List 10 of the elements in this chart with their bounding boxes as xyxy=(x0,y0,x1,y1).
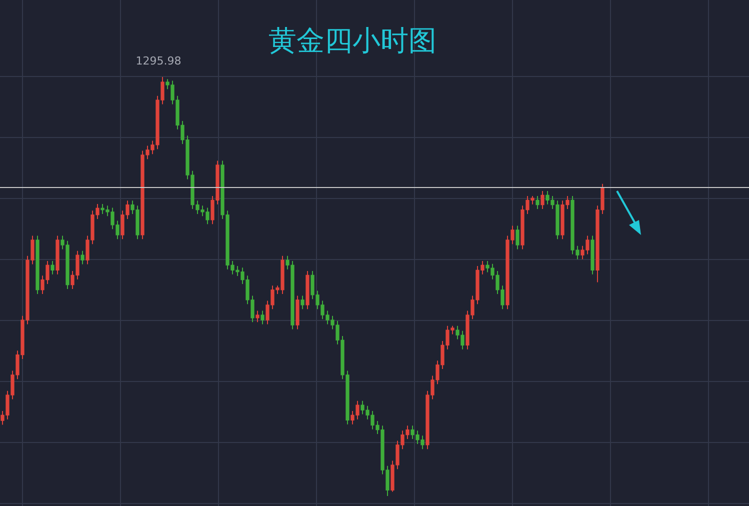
candlestick xyxy=(536,195,540,210)
candlestick xyxy=(80,250,84,265)
candlestick xyxy=(50,260,54,275)
annotation: 1295.98 xyxy=(136,54,182,68)
candlestick xyxy=(516,225,520,250)
candlestick xyxy=(260,310,264,325)
candlestick xyxy=(300,295,304,310)
chart-title: 黄金四小时图 xyxy=(268,24,436,57)
candlestick xyxy=(256,310,260,323)
candlestick xyxy=(540,190,544,210)
